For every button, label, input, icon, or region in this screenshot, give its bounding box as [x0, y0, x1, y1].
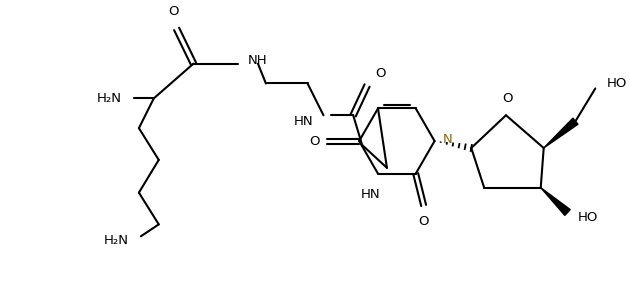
Polygon shape [544, 118, 578, 148]
Text: HO: HO [607, 77, 627, 90]
Text: O: O [503, 92, 513, 105]
Text: HN: HN [294, 115, 314, 128]
Text: H₂N: H₂N [97, 92, 122, 105]
Text: O: O [168, 5, 179, 18]
Text: H₂N: H₂N [104, 234, 129, 247]
Text: N: N [442, 132, 452, 146]
Text: HN: HN [360, 188, 380, 201]
Text: O: O [309, 134, 319, 148]
Text: O: O [375, 67, 386, 79]
Text: NH: NH [248, 54, 268, 67]
Polygon shape [541, 188, 570, 215]
Text: O: O [418, 215, 429, 228]
Text: HO: HO [578, 211, 598, 224]
